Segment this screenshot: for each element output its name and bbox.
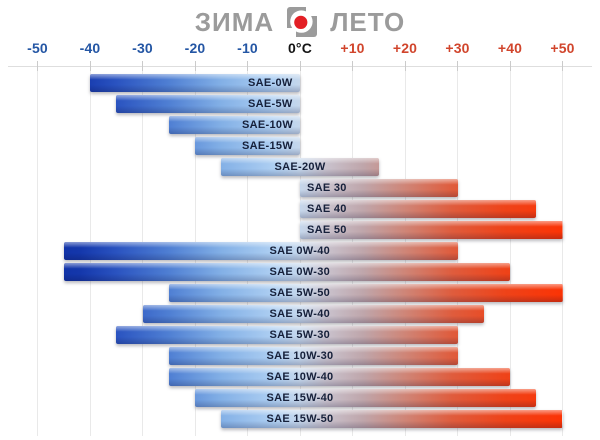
bar-label-sae-15w-50: SAE 15W-50	[266, 413, 334, 425]
gridline--40	[509, 66, 511, 436]
bar-sae-15w: SAE-15W	[195, 137, 300, 155]
axis-tick-label--10: -10	[237, 40, 258, 56]
bar-sae-5w-40: SAE 5W-40	[142, 305, 485, 323]
winter-label: ЗИМА	[194, 7, 275, 37]
bar-label-sae-0w-30: SAE 0W-30	[269, 266, 331, 278]
chart-header: ЗИМА ЛЕТО	[0, 5, 600, 39]
bar-label-sae-5w-40: SAE 5W-40	[269, 308, 331, 320]
axis-tick	[299, 61, 301, 71]
axis-tick-label--30: +30	[445, 40, 470, 56]
bar-label-sae-40: SAE 40	[307, 203, 347, 215]
axis-tick	[562, 61, 563, 71]
bar-label-sae-10w-40: SAE 10W-40	[266, 371, 334, 383]
bar-label-sae-50: SAE 50	[307, 224, 347, 236]
bar-label-sae-30: SAE 30	[307, 182, 347, 194]
bar-sae-50: SAE 50	[300, 221, 563, 239]
bar-sae-5w-30: SAE 5W-30	[116, 326, 458, 344]
bar-label-sae-15w: SAE-15W	[242, 140, 293, 152]
gridline--50	[562, 66, 563, 436]
axis-tick	[352, 61, 353, 71]
bar-sae-30: SAE 30	[300, 179, 458, 197]
axis-tick	[89, 61, 91, 71]
bar-sae-10w-40: SAE 10W-40	[168, 368, 511, 386]
bar-label-sae-20w: SAE-20W	[274, 161, 326, 173]
axis-tick-label--10: +10	[340, 40, 365, 56]
bar-label-sae-10w: SAE-10W	[242, 119, 293, 131]
bar-sae-10w-30: SAE 10W-30	[168, 347, 458, 365]
bar-sae-15w-50: SAE 15W-50	[221, 410, 563, 428]
bar-sae-0w-30: SAE 0W-30	[63, 263, 511, 281]
oil-brand-logo-icon	[287, 7, 318, 37]
bar-label-sae-5w: SAE-5W	[248, 98, 293, 110]
axis-tick-label--20: +20	[392, 40, 418, 56]
axis-tick-label--50: -50	[27, 40, 48, 56]
gridline--30	[457, 66, 458, 436]
axis-tick-label--30: -30	[132, 40, 153, 56]
bar-label-sae-10w-30: SAE 10W-30	[266, 350, 334, 362]
bar-sae-0w-40: SAE 0W-40	[63, 242, 458, 260]
bar-sae-40: SAE 40	[300, 200, 537, 218]
axis-tick	[404, 61, 406, 71]
bar-label-sae-15w-40: SAE 15W-40	[266, 392, 334, 404]
bar-sae-5w-50: SAE 5W-50	[168, 284, 563, 302]
bar-label-sae-0w: SAE-0W	[248, 77, 293, 89]
bar-label-sae-5w-30: SAE 5W-30	[269, 329, 331, 341]
bar-sae-5w: SAE-5W	[116, 95, 300, 113]
axis-tick	[142, 61, 143, 71]
bar-sae-20w: SAE-20W	[221, 158, 379, 176]
axis-tick-label--20: -20	[184, 40, 206, 56]
axis-tick	[194, 61, 196, 71]
axis-tick-label--50: +50	[550, 40, 575, 56]
axis-tick	[247, 61, 248, 71]
gridline--50	[37, 66, 38, 436]
bar-sae-15w-40: SAE 15W-40	[195, 389, 537, 407]
axis-tick-label-0-c: 0°C	[287, 40, 313, 56]
bar-label-sae-5w-50: SAE 5W-50	[269, 287, 331, 299]
bar-sae-10w: SAE-10W	[168, 116, 301, 134]
axis-tick	[457, 61, 458, 71]
axis-tick	[509, 61, 511, 71]
axis-tick-label--40: -40	[79, 40, 101, 56]
axis-tick-label--40: +40	[497, 40, 523, 56]
axis-tick	[37, 61, 38, 71]
bar-label-sae-0w-40: SAE 0W-40	[269, 245, 331, 257]
bar-sae-0w: SAE-0W	[90, 74, 300, 92]
summer-label: ЛЕТО	[330, 7, 406, 37]
